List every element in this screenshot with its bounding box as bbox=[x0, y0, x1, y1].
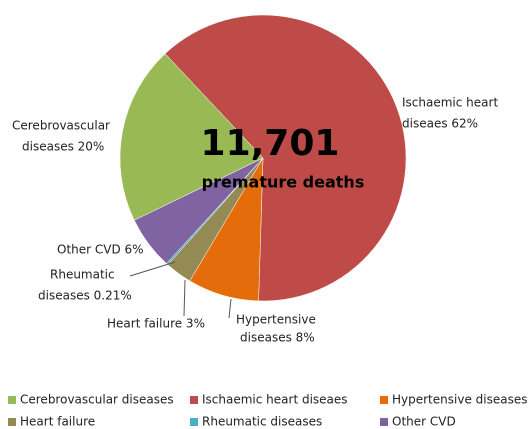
data-label: diseases 0.21% bbox=[38, 289, 132, 303]
legend-swatch bbox=[8, 396, 16, 404]
legend-swatch bbox=[380, 418, 388, 426]
center-caption: premature deaths bbox=[202, 173, 365, 192]
data-label: diseases 20% bbox=[22, 140, 104, 154]
center-value: 11,701 bbox=[201, 123, 340, 164]
data-label: diseases 8% bbox=[240, 331, 315, 345]
legend-label: Cerebrovascular diseases bbox=[20, 393, 174, 407]
data-label: Other CVD 6% bbox=[57, 243, 144, 257]
data-label: Cerebrovascular bbox=[12, 119, 110, 133]
leader-line bbox=[228, 298, 232, 319]
data-label: Heart failure 3% bbox=[107, 317, 205, 331]
leader-line bbox=[183, 279, 186, 317]
legend-swatch bbox=[190, 396, 198, 404]
legend-swatch bbox=[380, 396, 388, 404]
leader-line bbox=[129, 261, 176, 277]
legend-label: Heart failure bbox=[20, 415, 95, 429]
legend-label: Hypertensive diseases bbox=[392, 393, 527, 407]
legend-label: Other CVD bbox=[392, 415, 456, 429]
legend-label: Rheumatic diseases bbox=[202, 415, 322, 429]
legend-label: Ischaemic heart diseaes bbox=[202, 393, 348, 407]
pie bbox=[119, 14, 407, 302]
pie-slice bbox=[164, 14, 407, 302]
pie-slice bbox=[119, 53, 264, 221]
data-label: Hypertensive bbox=[236, 313, 316, 327]
data-label: Rheumatic bbox=[50, 268, 115, 282]
data-label: diseaes 62% bbox=[402, 117, 478, 131]
legend-swatch bbox=[8, 418, 16, 426]
data-label: Ischaemic heart bbox=[402, 96, 498, 110]
legend-swatch bbox=[190, 418, 198, 426]
